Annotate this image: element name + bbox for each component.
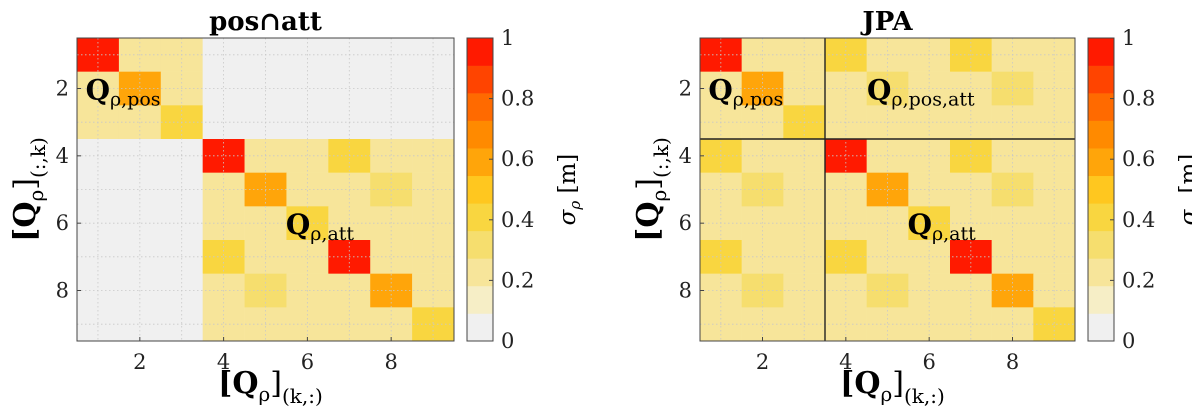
heatmap-cell [825, 240, 867, 274]
colorbar-segment [467, 285, 493, 314]
colorbar-segment [1088, 120, 1114, 149]
y-tick-label: 8 [679, 279, 692, 303]
y-tick-label: 6 [679, 211, 692, 235]
colorbar-segment [467, 175, 493, 204]
colorbar-tick-label: 1 [501, 26, 514, 50]
y-tick-label: 4 [679, 144, 692, 168]
y-tick-label: 4 [56, 144, 69, 168]
axes-frame [699, 37, 1076, 342]
x-axis-label: [Qρ](k,:) [840, 366, 945, 408]
matrix-block-annotation: Qρ,pos,att [867, 74, 975, 111]
colorbar-segment [467, 93, 493, 121]
colorbar-segment [1088, 313, 1114, 342]
heatmap-cell [202, 240, 245, 274]
x-axis-label: [Qρ](k,:) [218, 366, 323, 408]
colorbar-segment [467, 120, 493, 149]
colorbar-segment [467, 38, 493, 66]
heatmap-cell [202, 139, 245, 173]
heatmap-panel-jpa: 2 4 6 8 2 4 6 8 JPA [Qρ](k,:) [Qρ](:,k) Qρ,pos Qρ,po… [631, 7, 1192, 408]
matrix-block-annotation: Qρ,att [286, 208, 355, 245]
x-tick-label: 2 [133, 350, 146, 374]
x-tick-label: 8 [1006, 350, 1019, 374]
x-tick-label: 6 [922, 350, 935, 374]
chart-title: JPA [860, 7, 913, 37]
colorbar-segment [467, 65, 493, 94]
colorbar-segment [467, 258, 493, 287]
heatmap-cell [866, 307, 909, 342]
colorbar-tick-label: 0.4 [501, 208, 534, 232]
grid-lines [77, 38, 454, 341]
colorbar: 0 0.2 0.4 0.6 0.8 1 σρ [m] [1087, 26, 1192, 353]
y-tick-label: 2 [679, 77, 692, 101]
heatmap-cell [202, 172, 245, 207]
colorbar: 0 0.2 0.4 0.6 0.8 1 σρ [m] [466, 26, 584, 353]
colorbar-segment [467, 203, 493, 232]
colorbar-segment [1088, 38, 1114, 66]
heatmap-cell [202, 71, 245, 106]
y-tick-label: 8 [56, 279, 69, 303]
colorbar-frame [1087, 37, 1115, 342]
x-tick-label: 8 [384, 350, 397, 374]
heatmap-cell [825, 307, 867, 342]
matrix-block-annotation: Qρ,pos [708, 74, 783, 111]
colorbar-segment [1088, 65, 1114, 94]
colorbar-segment [1088, 258, 1114, 287]
colorbar-tick-label: 0.6 [1122, 147, 1155, 171]
colorbar-segment [1088, 230, 1114, 259]
chart-title: pos∩att [209, 7, 322, 37]
y-axis-label: [Qρ](:,k) [631, 137, 673, 242]
colorbar-tick-label: 0.2 [501, 268, 534, 292]
colorbar-tick-label: 0.8 [501, 87, 534, 111]
x-tick-label: 6 [301, 350, 314, 374]
x-tick-label: 4 [839, 350, 852, 374]
matrix-block-annotation: Qρ,pos [86, 74, 161, 111]
matrix-block-annotation: Qρ,att [908, 208, 977, 245]
colorbar-frame [466, 37, 494, 342]
colorbar-segment [467, 313, 493, 342]
y-tick-label: 2 [56, 77, 69, 101]
x-tick-label: 2 [756, 350, 769, 374]
colorbar-segment [1088, 175, 1114, 204]
colorbar-tick-label: 0.8 [1122, 87, 1155, 111]
heatmap-cell [825, 71, 867, 106]
heatmap-cell [866, 71, 909, 106]
y-tick-label: 6 [56, 211, 69, 235]
colorbar-segment [467, 230, 493, 259]
colorbar-label: σρ [m] [1176, 154, 1192, 226]
colorbar-segment [467, 148, 493, 177]
heatmap-panel-pos-att: 2 4 6 8 2 4 6 8 pos∩att [Qρ](k,:) [Qρ](:,k) Qρ,pos Q… [8, 7, 584, 408]
colorbar-tick-label: 0 [1122, 329, 1135, 353]
heatmap-cell [866, 240, 909, 274]
x-tick-label: 4 [217, 350, 230, 374]
colorbar-segment [1088, 93, 1114, 121]
colorbar-tick-label: 0.2 [1122, 268, 1155, 292]
colorbar-tick-label: 0 [501, 329, 514, 353]
colorbar-tick-label: 0.6 [501, 147, 534, 171]
y-axis-label: [Qρ](:,k) [8, 137, 50, 242]
colorbar-tick-label: 1 [1122, 26, 1135, 50]
colorbar-segment [1088, 285, 1114, 314]
heatmap-cell [202, 307, 245, 342]
grid-lines [700, 38, 1075, 341]
colorbar-segment [1088, 148, 1114, 177]
colorbar-segment [1088, 203, 1114, 232]
axes-frame [76, 37, 455, 342]
colorbar-label: σρ [m] [555, 154, 584, 226]
colorbar-tick-label: 0.4 [1122, 208, 1155, 232]
